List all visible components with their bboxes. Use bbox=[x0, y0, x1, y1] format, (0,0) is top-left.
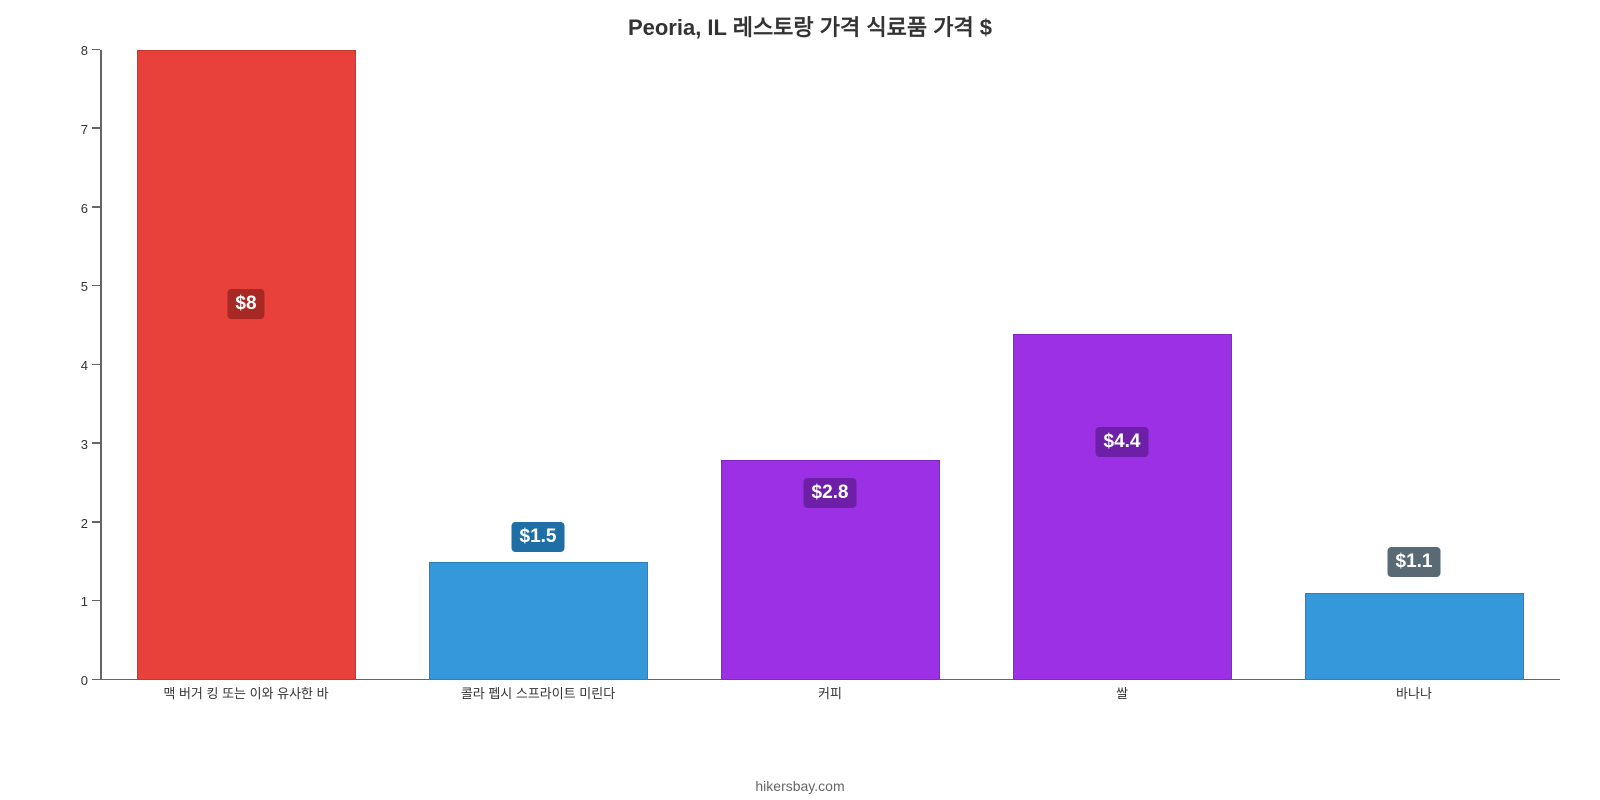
category-label: 콜라 펩시 스프라이트 미린다 bbox=[461, 683, 615, 702]
category-label: 커피 bbox=[818, 683, 842, 702]
plot-area: 012345678$8맥 버거 킹 또는 이와 유사한 바$1.5콜라 펩시 스… bbox=[50, 50, 1570, 730]
y-tick-label: 0 bbox=[81, 673, 88, 688]
y-tick-label: 2 bbox=[81, 516, 88, 531]
bar-value-badge: $4.4 bbox=[1096, 427, 1149, 457]
bar bbox=[1013, 334, 1232, 681]
chart-title: Peoria, IL 레스토랑 가격 식료품 가격 $ bbox=[50, 10, 1570, 42]
y-axis bbox=[100, 50, 102, 680]
category-label: 쌀 bbox=[1116, 683, 1128, 702]
category-label: 바나나 bbox=[1396, 683, 1432, 702]
y-tick-label: 1 bbox=[81, 594, 88, 609]
bar bbox=[137, 50, 356, 680]
bar-value-badge: $1.1 bbox=[1388, 547, 1441, 577]
y-tick bbox=[92, 600, 100, 602]
bar bbox=[429, 562, 648, 680]
category-label: 맥 버거 킹 또는 이와 유사한 바 bbox=[163, 683, 328, 702]
y-tick-label: 3 bbox=[81, 437, 88, 452]
y-tick bbox=[92, 521, 100, 523]
y-tick bbox=[92, 285, 100, 287]
y-tick-label: 5 bbox=[81, 279, 88, 294]
y-tick bbox=[92, 364, 100, 366]
y-tick-label: 8 bbox=[81, 43, 88, 58]
y-tick bbox=[92, 442, 100, 444]
y-tick-label: 7 bbox=[81, 122, 88, 137]
bar bbox=[1305, 593, 1524, 680]
bar-value-badge: $1.5 bbox=[512, 522, 565, 552]
y-tick bbox=[92, 49, 100, 51]
y-tick bbox=[92, 679, 100, 681]
y-tick bbox=[92, 127, 100, 129]
chart-container: Peoria, IL 레스토랑 가격 식료품 가격 $ 0 1 2 3 4 5 6 7 8 $8 맥… bbox=[0, 0, 1600, 800]
chart-source: hikersbay.com bbox=[0, 778, 1600, 794]
bar-value-badge: $2.8 bbox=[804, 478, 857, 508]
bar-value-badge: $8 bbox=[227, 289, 264, 319]
y-tick-label: 6 bbox=[81, 201, 88, 216]
y-tick-label: 4 bbox=[81, 358, 88, 373]
y-tick bbox=[92, 206, 100, 208]
